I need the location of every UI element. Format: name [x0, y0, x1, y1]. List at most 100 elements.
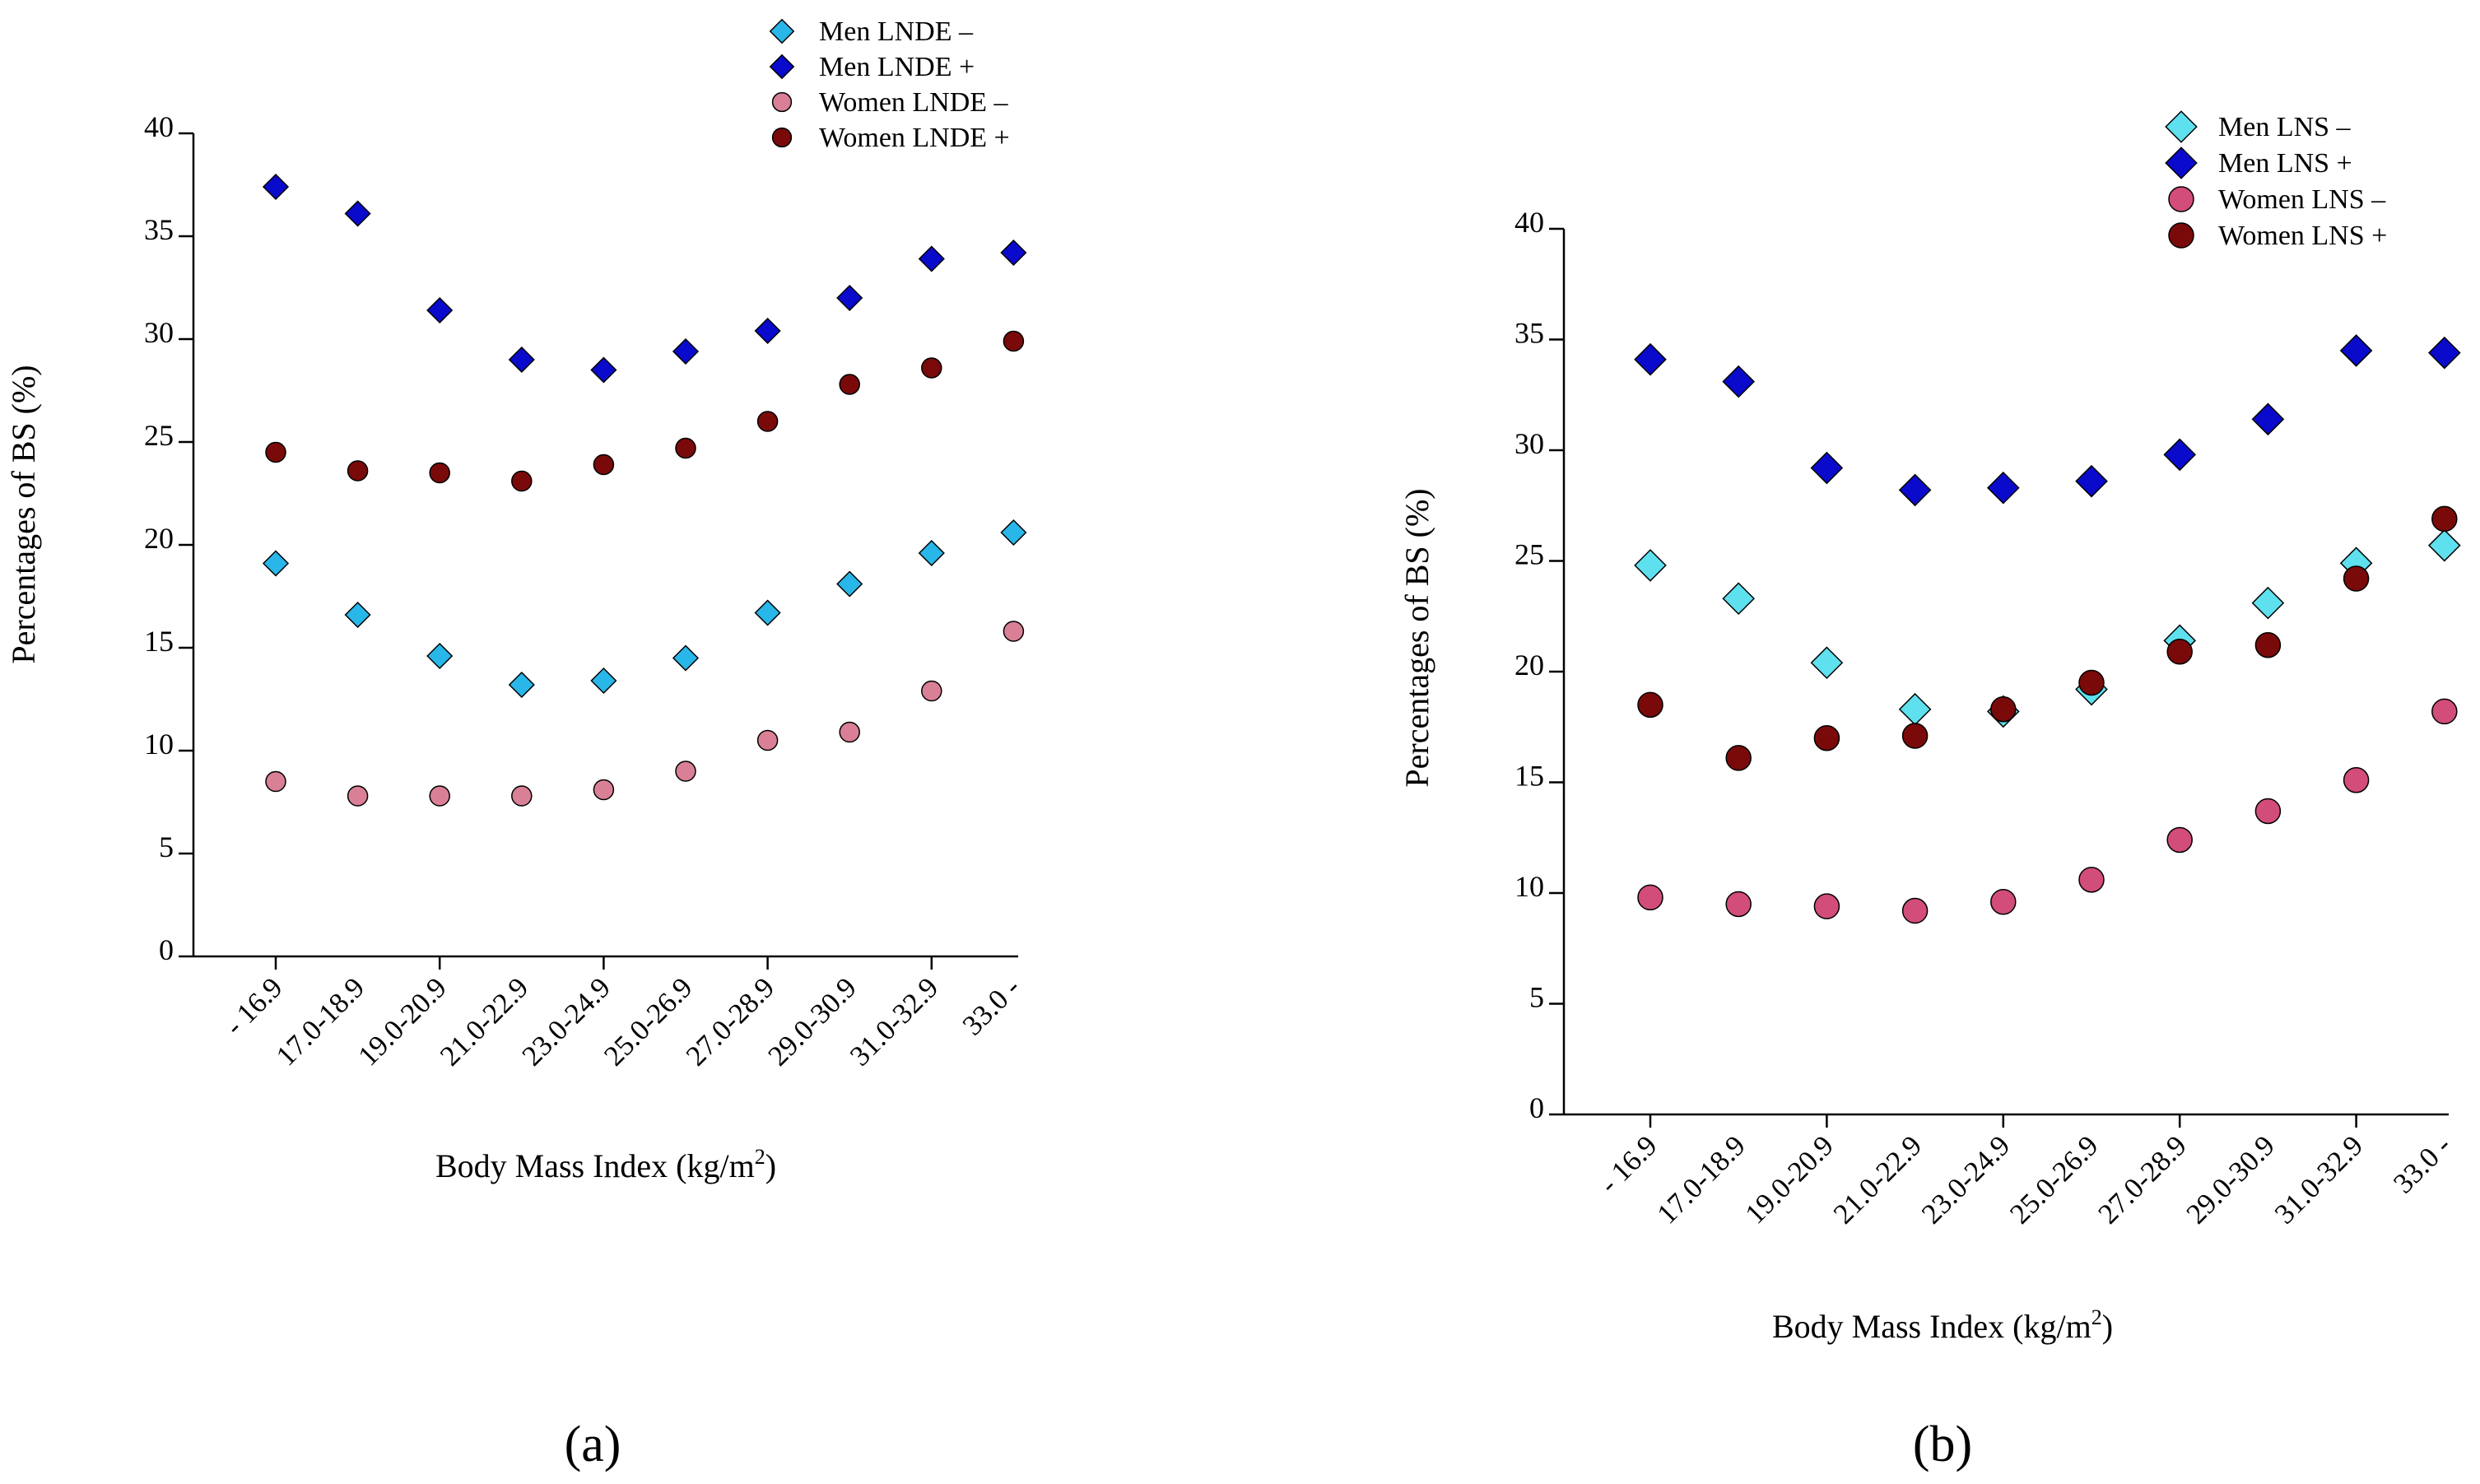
x-tick-label: 31.0-32.9 — [2268, 1129, 2369, 1230]
legend-marker — [2168, 186, 2194, 212]
y-axis-title: Percentages of BS (%) — [5, 365, 42, 663]
data-point — [754, 317, 781, 345]
data-point — [836, 570, 863, 598]
data-point — [1810, 646, 1844, 680]
data-point — [347, 460, 369, 481]
data-point — [1813, 724, 1840, 751]
legend-label: Women LNS – — [2218, 184, 2386, 215]
data-point — [1637, 884, 1663, 911]
data-point — [347, 785, 369, 807]
legend-label: Women LNDE – — [819, 87, 1009, 118]
data-point — [593, 454, 615, 476]
y-tick-label: 30 — [144, 316, 174, 349]
y-tick-label: 15 — [1515, 760, 1544, 793]
y-tick-label: 30 — [1515, 427, 1544, 460]
data-point — [1901, 723, 1929, 749]
data-point — [1898, 692, 1932, 726]
data-point — [344, 200, 371, 227]
data-point — [839, 374, 860, 395]
y-tick-label: 0 — [159, 933, 174, 966]
y-axis-title: Percentages of BS (%) — [1398, 488, 1435, 787]
x-tick-label: 17.0-18.9 — [270, 971, 370, 1072]
series-3 — [1637, 698, 2458, 924]
panel-label: (a) — [565, 1417, 621, 1472]
data-point — [839, 721, 860, 743]
x-tick-label: 27.0-28.9 — [2091, 1129, 2192, 1230]
data-point — [675, 437, 696, 459]
series-4 — [265, 330, 1025, 492]
y-tick-label: 40 — [144, 110, 174, 143]
data-point — [1813, 893, 1840, 919]
x-tick-label: 21.0-22.9 — [1827, 1129, 1928, 1230]
y-tick-label: 25 — [144, 419, 174, 452]
y-tick-label: 10 — [144, 728, 174, 761]
legend-label: Men LNS + — [2218, 148, 2352, 179]
data-point — [1000, 239, 1027, 267]
y-tick-label: 35 — [144, 213, 174, 246]
data-point — [2078, 669, 2105, 696]
series-2 — [1634, 334, 2461, 507]
legend-label: Women LNS + — [2218, 221, 2387, 251]
data-point — [2166, 639, 2193, 665]
legend-marker — [771, 91, 793, 113]
y-tick-label: 5 — [1529, 981, 1544, 1014]
data-point — [921, 357, 942, 379]
data-point — [2254, 798, 2282, 825]
x-tick-label: 33.0 - — [956, 971, 1026, 1041]
legend-label: Men LNS – — [2218, 112, 2352, 142]
legend-marker — [2168, 222, 2194, 249]
data-point — [508, 346, 535, 374]
data-point — [1722, 582, 1756, 616]
data-point — [1634, 342, 1667, 376]
x-tick-label: 33.0 - — [2387, 1129, 2457, 1199]
series-4 — [1637, 505, 2458, 771]
data-point — [2343, 565, 2370, 592]
data-point — [2075, 464, 2108, 498]
y-tick-label: 20 — [1515, 649, 1544, 682]
series-1 — [1634, 528, 2461, 728]
y-tick-label: 15 — [144, 625, 174, 658]
chart-panel-b: 0 5 10 15 20 25 30 35 40 - 16.917.0-18.919.0-20.9… — [1398, 110, 2461, 1472]
legend-label: Women LNDE + — [819, 123, 1010, 153]
chart-panel-a: 0 5 10 15 20 25 30 35 40 - 16.917.0-18.919.0-20.9… — [5, 16, 1027, 1472]
legend-marker — [771, 127, 793, 148]
data-point — [590, 356, 617, 384]
y-tick-label: 0 — [1529, 1091, 1544, 1124]
y-tick-label: 5 — [159, 830, 174, 863]
series-3 — [265, 621, 1025, 807]
legend-marker — [2165, 110, 2198, 143]
data-point — [2431, 505, 2458, 533]
x-tick-label: 25.0-26.9 — [598, 971, 698, 1072]
y-tick-label: 10 — [1515, 870, 1544, 903]
data-point — [429, 785, 450, 807]
data-point — [921, 680, 942, 702]
data-point — [511, 785, 533, 807]
data-point — [756, 411, 779, 432]
data-point — [1003, 621, 1025, 642]
data-point — [918, 245, 945, 272]
data-point — [2427, 336, 2461, 370]
x-axis-title: Body Mass Index (kg/m2) — [435, 1145, 776, 1184]
data-point — [2251, 402, 2285, 436]
data-point — [426, 642, 454, 670]
x-tick-label: 19.0-20.9 — [1739, 1129, 1840, 1230]
data-point — [836, 284, 863, 312]
data-point — [2431, 698, 2458, 725]
y-tick-label: 25 — [1515, 538, 1544, 571]
data-point — [1990, 889, 2017, 915]
data-point — [265, 441, 286, 463]
data-point — [262, 173, 290, 201]
x-tick-label: - 16.9 — [218, 971, 288, 1041]
data-point — [590, 667, 617, 695]
data-point — [1725, 745, 1752, 771]
data-point — [918, 539, 945, 567]
legend-label: Men LNDE + — [819, 52, 975, 82]
data-point — [2254, 631, 2282, 658]
data-point — [675, 761, 696, 782]
panel-label: (b) — [1913, 1417, 1972, 1472]
y-tick-label: 35 — [1515, 317, 1544, 350]
x-tick-label: 29.0-30.9 — [2180, 1129, 2281, 1230]
data-point — [756, 729, 779, 751]
data-point — [1634, 549, 1667, 582]
